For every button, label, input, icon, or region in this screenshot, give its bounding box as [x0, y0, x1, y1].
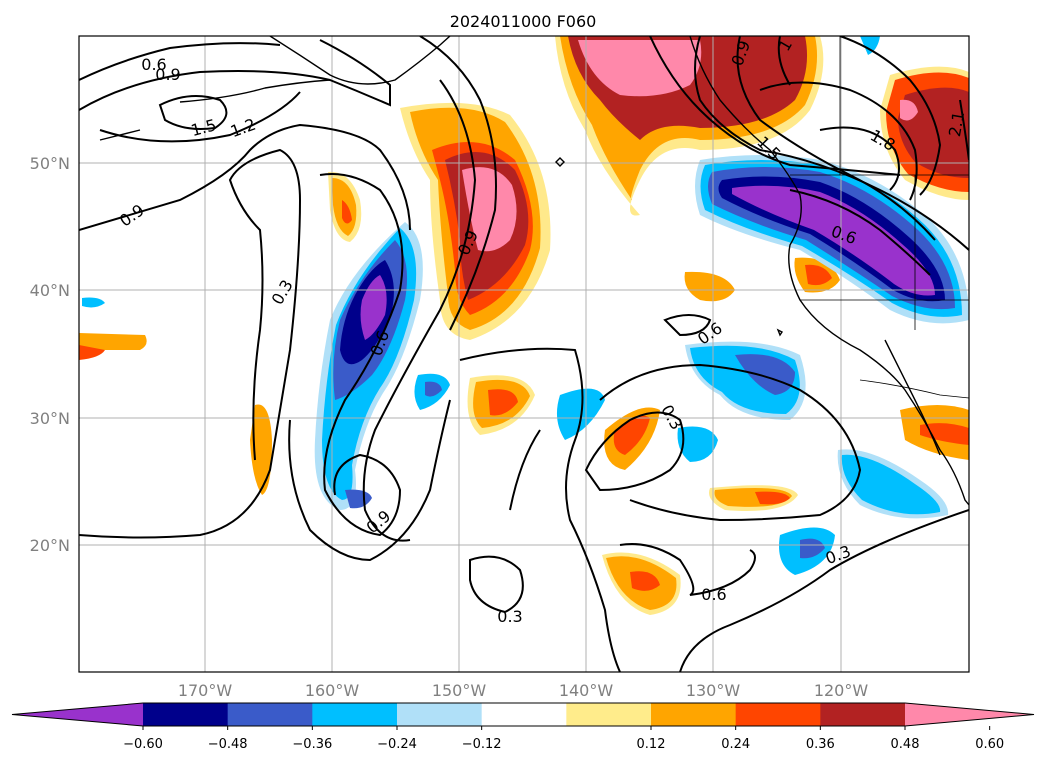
colorbar-tick-label: 0.60 — [975, 737, 1004, 752]
colorbar-tick-label: 0.12 — [637, 737, 666, 752]
lat-label: 30°N — [30, 409, 70, 428]
colorbar-segment — [481, 703, 567, 726]
contour-label: 0.3 — [497, 607, 522, 626]
colorbar-segment — [397, 703, 483, 726]
colorbar-tick-label: −0.36 — [292, 737, 332, 752]
colorbar-segment — [227, 703, 313, 726]
lat-label: 40°N — [30, 281, 70, 300]
colorbar-segment — [312, 703, 398, 726]
colorbar-tick-label: −0.24 — [377, 737, 417, 752]
colorbar-tick-label: −0.48 — [208, 737, 248, 752]
colorbar-segment — [566, 703, 652, 726]
map-panel: 0.6 0.9 1.5 1.2 0.9 0.3 0.9 0.6 0.3 0.6 … — [79, 36, 969, 672]
colorbar-segment — [143, 703, 229, 726]
coastlines — [99, 36, 969, 506]
figure-title: 2024011000 F060 — [450, 12, 597, 31]
longitude-labels: 170°W 160°W 150°W 140°W 130°W 120°W — [178, 681, 869, 700]
colorbar-tick-label: 0.24 — [721, 737, 750, 752]
colorbar-tick-label: 0.36 — [806, 737, 835, 752]
latitude-labels: 50°N 40°N 30°N 20°N — [30, 154, 70, 555]
colorbar-segment — [735, 703, 821, 726]
colorbar-segment — [651, 703, 737, 726]
lon-label: 170°W — [178, 681, 233, 700]
colorbar-extend-low — [12, 703, 143, 726]
map-frame — [78, 35, 970, 673]
contour-label: 2.1 — [945, 110, 968, 138]
lat-label: 20°N — [30, 536, 70, 555]
colorbar-tick-label: −0.12 — [462, 737, 502, 752]
lon-label: 150°W — [432, 681, 487, 700]
lon-label: 120°W — [814, 681, 869, 700]
colorbar-segment — [820, 703, 906, 726]
lat-label: 50°N — [30, 154, 70, 173]
colorbar: −0.60 −0.48 −0.36 −0.24 −0.12 0.12 0.24 0.36 0.4… — [11, 702, 1035, 752]
contour-label: 0.9 — [155, 65, 180, 84]
colorbar-extend-high — [905, 703, 1034, 726]
lon-label: 160°W — [305, 681, 360, 700]
lon-label: 140°W — [559, 681, 614, 700]
gridlines — [79, 36, 969, 672]
contour-label: 0.6 — [701, 585, 726, 604]
lon-label: 130°W — [686, 681, 741, 700]
contour-label: 0.6 — [141, 55, 166, 74]
colorbar-tick-label: 0.48 — [891, 737, 920, 752]
colorbar-tick-label: −0.60 — [123, 737, 163, 752]
contour-lines — [79, 36, 969, 672]
